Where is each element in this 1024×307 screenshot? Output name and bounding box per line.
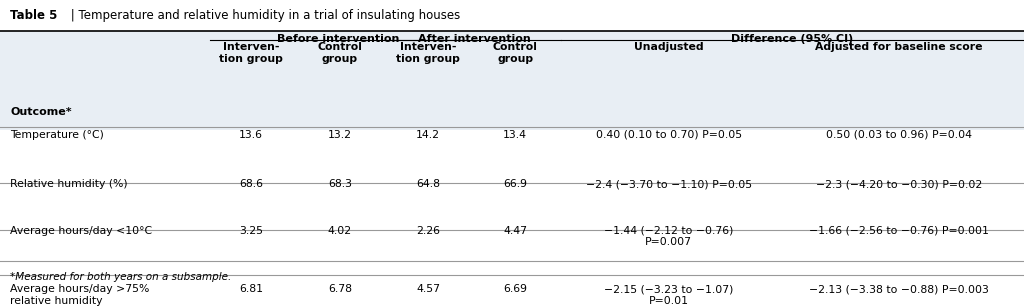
Text: Table 5: Table 5 xyxy=(10,9,57,22)
Text: −1.66 (−2.56 to −0.76) P=0.001: −1.66 (−2.56 to −0.76) P=0.001 xyxy=(809,226,989,236)
Text: −2.13 (−3.38 to −0.88) P=0.003: −2.13 (−3.38 to −0.88) P=0.003 xyxy=(809,284,989,294)
Text: 6.69: 6.69 xyxy=(503,284,527,294)
Text: Interven-
tion group: Interven- tion group xyxy=(219,42,283,64)
Text: −1.44 (−2.12 to −0.76)
P=0.007: −1.44 (−2.12 to −0.76) P=0.007 xyxy=(604,226,733,247)
Text: 6.78: 6.78 xyxy=(328,284,352,294)
Text: *Measured for both years on a subsample.: *Measured for both years on a subsample. xyxy=(10,272,231,282)
Text: 6.81: 6.81 xyxy=(239,284,263,294)
Text: 64.8: 64.8 xyxy=(416,179,440,189)
Text: 68.3: 68.3 xyxy=(328,179,352,189)
Text: Temperature (°C): Temperature (°C) xyxy=(10,130,104,140)
Text: Control
group: Control group xyxy=(317,42,362,64)
Text: 0.50 (0.03 to 0.96) P=0.04: 0.50 (0.03 to 0.96) P=0.04 xyxy=(826,130,972,140)
Text: | Temperature and relative humidity in a trial of insulating houses: | Temperature and relative humidity in a… xyxy=(67,9,460,22)
Text: 66.9: 66.9 xyxy=(503,179,527,189)
Text: 4.02: 4.02 xyxy=(328,226,352,236)
Text: Relative humidity (%): Relative humidity (%) xyxy=(10,179,128,189)
Text: Average hours/day <10°C: Average hours/day <10°C xyxy=(10,226,153,236)
Text: Interven-
tion group: Interven- tion group xyxy=(396,42,460,64)
Text: 68.6: 68.6 xyxy=(239,179,263,189)
Text: 0.40 (0.10 to 0.70) P=0.05: 0.40 (0.10 to 0.70) P=0.05 xyxy=(596,130,741,140)
Text: 4.47: 4.47 xyxy=(503,226,527,236)
Text: Control
group: Control group xyxy=(493,42,538,64)
Text: 13.2: 13.2 xyxy=(328,130,352,140)
Text: Unadjusted: Unadjusted xyxy=(634,42,703,52)
Text: 3.25: 3.25 xyxy=(239,226,263,236)
Text: Outcome*: Outcome* xyxy=(10,107,72,117)
Text: −2.3 (−4.20 to −0.30) P=0.02: −2.3 (−4.20 to −0.30) P=0.02 xyxy=(816,179,982,189)
Text: −2.15 (−3.23 to −1.07)
P=0.01: −2.15 (−3.23 to −1.07) P=0.01 xyxy=(604,284,733,306)
Text: Difference (95% CI): Difference (95% CI) xyxy=(731,33,854,44)
Text: Before intervention: Before intervention xyxy=(276,33,399,44)
Text: After intervention: After intervention xyxy=(418,33,530,44)
Text: 13.6: 13.6 xyxy=(239,130,263,140)
Bar xyxy=(0,31,1024,130)
Text: 14.2: 14.2 xyxy=(416,130,440,140)
Text: Average hours/day >75%
relative humidity: Average hours/day >75% relative humidity xyxy=(10,284,150,306)
Text: 13.4: 13.4 xyxy=(503,130,527,140)
Text: 4.57: 4.57 xyxy=(416,284,440,294)
Text: −2.4 (−3.70 to −1.10) P=0.05: −2.4 (−3.70 to −1.10) P=0.05 xyxy=(586,179,752,189)
Text: Adjusted for baseline score: Adjusted for baseline score xyxy=(815,42,983,52)
Text: 2.26: 2.26 xyxy=(416,226,440,236)
